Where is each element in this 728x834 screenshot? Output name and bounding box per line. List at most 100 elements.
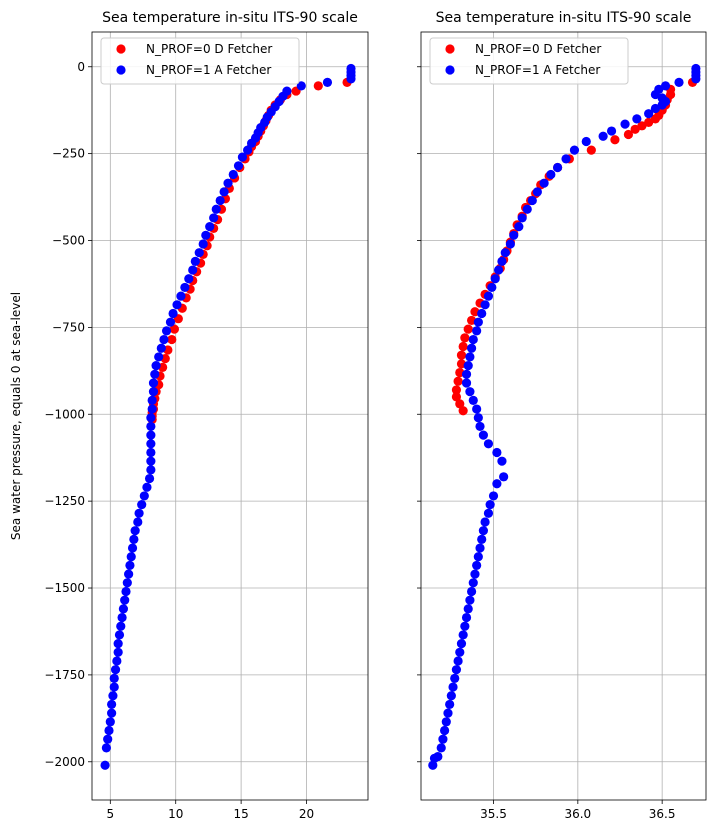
data-point [691, 74, 701, 84]
data-point [674, 77, 684, 87]
data-point [480, 517, 490, 527]
data-point [468, 578, 478, 588]
data-point [490, 274, 500, 284]
data-point [133, 517, 143, 527]
data-point [517, 213, 527, 223]
y-tick-label: −1750 [44, 668, 85, 682]
data-point [120, 595, 130, 605]
data-point [137, 500, 147, 510]
data-point [461, 378, 472, 388]
data-point [586, 145, 596, 155]
legend: N_PROF=0 D Fetcher N_PROF=1 A Fetcher [429, 37, 629, 85]
data-point [527, 195, 537, 206]
y-tick-label: −2000 [44, 755, 85, 769]
data-point [465, 387, 475, 397]
data-point [151, 361, 161, 371]
data-point [209, 213, 219, 223]
data-point [107, 699, 117, 710]
data-point [532, 187, 542, 197]
data-point [446, 691, 456, 701]
y-tick-label: −1000 [44, 407, 85, 421]
data-point [146, 456, 156, 466]
data-point [461, 369, 472, 379]
data-point [146, 413, 156, 423]
data-point [219, 187, 229, 197]
data-point [156, 343, 166, 353]
data-point [497, 256, 507, 266]
data-point [475, 421, 485, 432]
data-point [190, 256, 200, 266]
data-point [108, 691, 118, 701]
data-point [468, 395, 478, 405]
data-point [101, 743, 111, 753]
data-point [107, 708, 117, 718]
data-point [246, 138, 257, 148]
data-point [148, 378, 159, 388]
data-point [100, 760, 110, 770]
data-point [630, 124, 640, 134]
data-point [497, 456, 507, 466]
series-1-points [147, 77, 352, 425]
data-point [112, 656, 122, 666]
y-tick-label: −1250 [44, 494, 85, 508]
data-point [211, 204, 221, 214]
data-point [451, 392, 462, 402]
data-point [473, 317, 483, 327]
data-point [113, 639, 123, 649]
data-point [441, 717, 451, 727]
data-point [466, 343, 477, 353]
data-point [644, 109, 654, 119]
series-1-points [451, 77, 698, 416]
data-point [451, 385, 462, 395]
data-point [184, 274, 194, 284]
data-point [198, 239, 208, 249]
data-point [114, 630, 125, 640]
data-point [169, 324, 180, 334]
data-point [148, 387, 159, 397]
legend-marker [116, 65, 126, 75]
data-point [539, 178, 549, 188]
data-point [429, 753, 440, 763]
data-point [485, 500, 495, 510]
data-point [443, 708, 453, 718]
data-point [346, 74, 356, 84]
data-point [546, 169, 556, 180]
x-tick-label: 20 [299, 807, 314, 821]
data-point [598, 131, 608, 141]
data-point [488, 491, 499, 501]
legend-marker [445, 44, 455, 54]
legend-label: N_PROF=1 A Fetcher [146, 63, 271, 77]
x-tick-label: 10 [168, 807, 183, 821]
data-point [436, 743, 446, 753]
data-point [472, 560, 482, 571]
data-point [172, 300, 182, 310]
data-point [142, 482, 152, 492]
y-tick-label: −500 [52, 234, 85, 248]
data-point [509, 230, 519, 240]
data-point [483, 291, 494, 301]
data-point [168, 308, 178, 319]
data-point [144, 473, 155, 484]
data-point [205, 222, 215, 232]
data-point [465, 595, 475, 605]
data-point [322, 77, 333, 87]
data-point [500, 248, 510, 258]
data-point [194, 248, 204, 258]
data-point [483, 439, 494, 449]
data-point [154, 352, 164, 362]
data-point [150, 369, 160, 379]
data-point [215, 195, 225, 206]
data-point [243, 145, 253, 155]
data-point [478, 526, 488, 536]
data-point [176, 291, 186, 301]
data-point [473, 413, 483, 423]
data-point [453, 376, 463, 386]
data-point [104, 725, 114, 736]
data-point [606, 126, 617, 136]
data-point [463, 361, 473, 371]
data-point [228, 169, 238, 180]
data-point [455, 647, 465, 657]
data-point [161, 326, 172, 336]
data-point [122, 578, 132, 588]
